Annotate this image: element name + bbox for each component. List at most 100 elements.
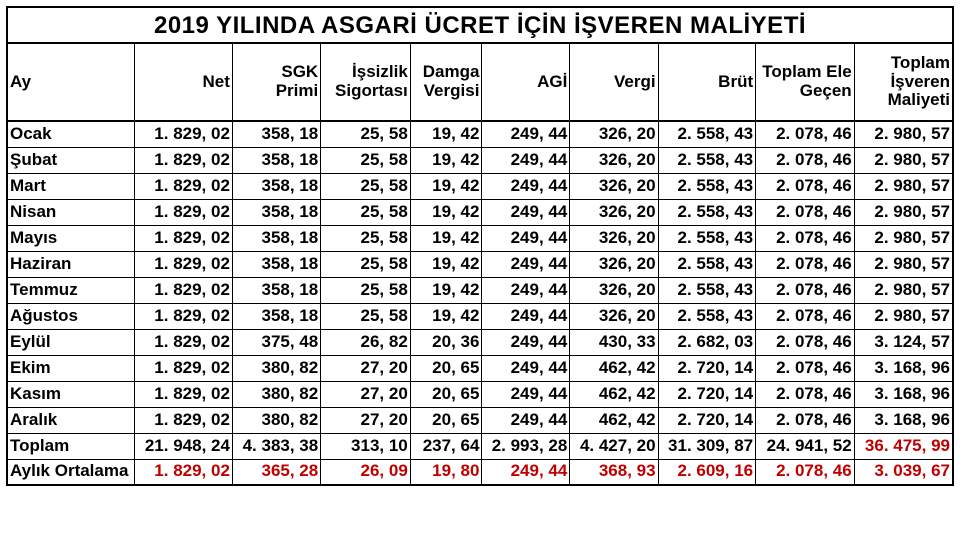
value-cell: 25, 58 xyxy=(321,251,411,277)
value-cell: 2. 720, 14 xyxy=(658,407,756,433)
value-cell: 19, 42 xyxy=(410,277,482,303)
value-cell: 249, 44 xyxy=(482,199,570,225)
value-cell: 358, 18 xyxy=(232,251,320,277)
value-cell: 358, 18 xyxy=(232,225,320,251)
table-row: Ağustos1. 829, 02358, 1825, 5819, 42249,… xyxy=(7,303,953,329)
value-cell: 249, 44 xyxy=(482,147,570,173)
value-cell: 3. 039, 67 xyxy=(854,459,953,485)
value-cell: 19, 42 xyxy=(410,199,482,225)
value-cell: 19, 42 xyxy=(410,303,482,329)
value-cell: 1. 829, 02 xyxy=(135,355,232,381)
value-cell: 27, 20 xyxy=(321,407,411,433)
month-cell: Aylık Ortalama xyxy=(7,459,135,485)
table-title: 2019 YILINDA ASGARİ ÜCRET İÇİN İŞVEREN M… xyxy=(6,6,954,42)
value-cell: 25, 58 xyxy=(321,277,411,303)
table-row: Mayıs1. 829, 02358, 1825, 5819, 42249, 4… xyxy=(7,225,953,251)
value-cell: 2. 078, 46 xyxy=(756,407,855,433)
month-cell: Aralık xyxy=(7,407,135,433)
value-cell: 4. 383, 38 xyxy=(232,433,320,459)
value-cell: 1. 829, 02 xyxy=(135,251,232,277)
value-cell: 25, 58 xyxy=(321,147,411,173)
value-cell: 2. 558, 43 xyxy=(658,225,756,251)
value-cell: 25, 58 xyxy=(321,173,411,199)
value-cell: 2. 558, 43 xyxy=(658,147,756,173)
value-cell: 2. 558, 43 xyxy=(658,173,756,199)
value-cell: 19, 42 xyxy=(410,251,482,277)
value-cell: 1. 829, 02 xyxy=(135,147,232,173)
value-cell: 380, 82 xyxy=(232,381,320,407)
value-cell: 2. 078, 46 xyxy=(756,121,855,147)
col-vergi: Vergi xyxy=(570,43,658,121)
value-cell: 249, 44 xyxy=(482,303,570,329)
table-row: Ocak1. 829, 02358, 1825, 5819, 42249, 44… xyxy=(7,121,953,147)
value-cell: 358, 18 xyxy=(232,147,320,173)
value-cell: 1. 829, 02 xyxy=(135,459,232,485)
value-cell: 19, 42 xyxy=(410,147,482,173)
value-cell: 1. 829, 02 xyxy=(135,381,232,407)
month-cell: Şubat xyxy=(7,147,135,173)
month-cell: Mart xyxy=(7,173,135,199)
value-cell: 27, 20 xyxy=(321,381,411,407)
value-cell: 20, 65 xyxy=(410,355,482,381)
value-cell: 326, 20 xyxy=(570,147,658,173)
value-cell: 3. 168, 96 xyxy=(854,407,953,433)
col-month: Ay xyxy=(7,43,135,121)
value-cell: 326, 20 xyxy=(570,173,658,199)
month-cell: Mayıs xyxy=(7,225,135,251)
value-cell: 358, 18 xyxy=(232,199,320,225)
col-issiz: İşsizlik Sigortası xyxy=(321,43,411,121)
value-cell: 2. 558, 43 xyxy=(658,199,756,225)
value-cell: 24. 941, 52 xyxy=(756,433,855,459)
value-cell: 25, 58 xyxy=(321,199,411,225)
value-cell: 2. 980, 57 xyxy=(854,147,953,173)
value-cell: 249, 44 xyxy=(482,381,570,407)
value-cell: 31. 309, 87 xyxy=(658,433,756,459)
value-cell: 20, 65 xyxy=(410,407,482,433)
value-cell: 380, 82 xyxy=(232,407,320,433)
value-cell: 2. 078, 46 xyxy=(756,173,855,199)
value-cell: 2. 980, 57 xyxy=(854,173,953,199)
value-cell: 326, 20 xyxy=(570,303,658,329)
value-cell: 27, 20 xyxy=(321,355,411,381)
value-cell: 1. 829, 02 xyxy=(135,121,232,147)
value-cell: 375, 48 xyxy=(232,329,320,355)
value-cell: 3. 168, 96 xyxy=(854,355,953,381)
value-cell: 2. 980, 57 xyxy=(854,121,953,147)
value-cell: 19, 42 xyxy=(410,121,482,147)
value-cell: 237, 64 xyxy=(410,433,482,459)
col-brut: Brüt xyxy=(658,43,756,121)
value-cell: 26, 09 xyxy=(321,459,411,485)
value-cell: 2. 558, 43 xyxy=(658,251,756,277)
value-cell: 1. 829, 02 xyxy=(135,407,232,433)
value-cell: 2. 558, 43 xyxy=(658,303,756,329)
value-cell: 25, 58 xyxy=(321,225,411,251)
value-cell: 4. 427, 20 xyxy=(570,433,658,459)
value-cell: 25, 58 xyxy=(321,121,411,147)
value-cell: 249, 44 xyxy=(482,251,570,277)
value-cell: 1. 829, 02 xyxy=(135,199,232,225)
value-cell: 1. 829, 02 xyxy=(135,329,232,355)
table-row: Kasım1. 829, 02380, 8227, 2020, 65249, 4… xyxy=(7,381,953,407)
value-cell: 19, 80 xyxy=(410,459,482,485)
table-row: Aralık1. 829, 02380, 8227, 2020, 65249, … xyxy=(7,407,953,433)
month-cell: Kasım xyxy=(7,381,135,407)
month-cell: Ekim xyxy=(7,355,135,381)
table-row: Mart1. 829, 02358, 1825, 5819, 42249, 44… xyxy=(7,173,953,199)
value-cell: 430, 33 xyxy=(570,329,658,355)
value-cell: 368, 93 xyxy=(570,459,658,485)
month-cell: Ağustos xyxy=(7,303,135,329)
value-cell: 2. 078, 46 xyxy=(756,147,855,173)
month-cell: Temmuz xyxy=(7,277,135,303)
value-cell: 19, 42 xyxy=(410,173,482,199)
value-cell: 326, 20 xyxy=(570,277,658,303)
value-cell: 2. 720, 14 xyxy=(658,355,756,381)
value-cell: 36. 475, 99 xyxy=(854,433,953,459)
value-cell: 358, 18 xyxy=(232,303,320,329)
value-cell: 249, 44 xyxy=(482,277,570,303)
value-cell: 462, 42 xyxy=(570,381,658,407)
month-cell: Haziran xyxy=(7,251,135,277)
table-row: Şubat1. 829, 02358, 1825, 5819, 42249, 4… xyxy=(7,147,953,173)
value-cell: 1. 829, 02 xyxy=(135,303,232,329)
value-cell: 358, 18 xyxy=(232,121,320,147)
value-cell: 326, 20 xyxy=(570,225,658,251)
